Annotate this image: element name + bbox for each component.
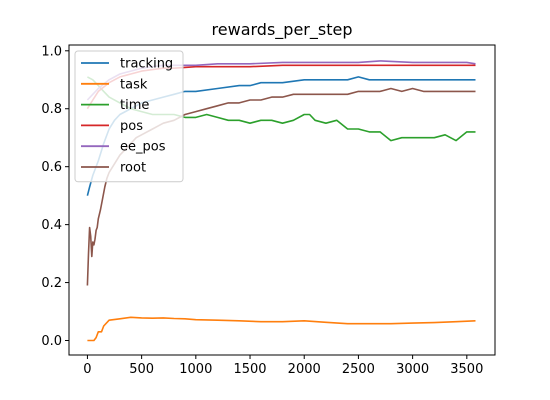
- y-axis: 0.0 0.2 0.4 0.6 0.8 1.0: [41, 44, 69, 349]
- x-tick-label: 1000: [179, 362, 212, 377]
- plot-frame: [68, 44, 496, 356]
- x-tick-label: 3500: [450, 362, 483, 377]
- y-tick-label: 0.0: [41, 334, 62, 349]
- legend-label: tracking: [120, 57, 173, 72]
- legend-label: pos: [120, 119, 143, 134]
- y-tick-label: 1.0: [41, 44, 62, 59]
- x-axis: 0 500 1000 1500 2000 2500 3000 3500: [83, 355, 483, 377]
- series-line-task: [87, 316, 476, 342]
- y-tick-label: 0.6: [41, 160, 62, 175]
- y-tick-label: 0.8: [41, 102, 62, 117]
- x-tick-label: 3000: [396, 362, 429, 377]
- legend-label: task: [120, 77, 148, 92]
- legend-label: time: [120, 98, 149, 113]
- x-tick-label: 500: [129, 362, 154, 377]
- x-tick-label: 2000: [288, 362, 321, 377]
- y-tick-label: 0.4: [41, 218, 62, 233]
- x-tick-label: 0: [83, 362, 91, 377]
- legend-label: root: [120, 161, 146, 176]
- series-line-root: [86, 87, 476, 286]
- y-tick-label: 0.2: [41, 276, 62, 291]
- chart-title: rewards_per_step: [212, 20, 353, 40]
- x-tick-label: 2500: [342, 362, 375, 377]
- x-tick-label: 1500: [233, 362, 266, 377]
- legend-label: ee_pos: [120, 140, 166, 155]
